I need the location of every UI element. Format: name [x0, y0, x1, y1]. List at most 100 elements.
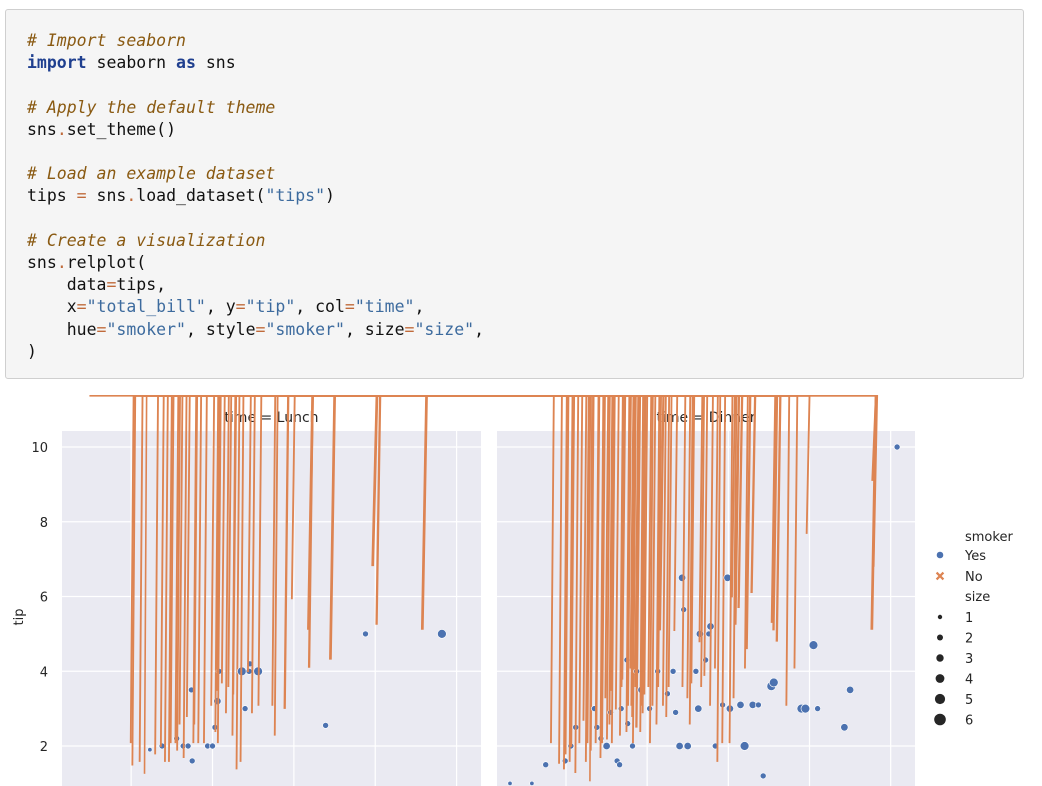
code-token: =: [76, 186, 87, 206]
code-token: load_dataset(: [136, 186, 266, 206]
code-token: , style: [185, 319, 256, 339]
points: [89, 395, 901, 786]
data-point: [814, 705, 821, 712]
code-line: import seaborn as sns: [27, 53, 236, 72]
code-token: , size: [344, 319, 405, 339]
code-token: tips: [27, 186, 77, 206]
code-token: =: [404, 319, 415, 339]
code-token: hue: [27, 319, 97, 339]
code-token: x: [27, 297, 77, 317]
code-token: data: [27, 275, 107, 295]
data-point: [322, 722, 329, 729]
data-point: [755, 701, 762, 709]
code-token: =: [106, 275, 117, 295]
code-token: =: [96, 319, 107, 339]
legend-size-label: 6: [965, 714, 973, 729]
legend-marker-no: [935, 571, 945, 581]
data-point: [213, 697, 222, 706]
data-point: [188, 757, 196, 765]
data-point: [602, 741, 611, 750]
data-point: [739, 741, 750, 751]
data-point: [529, 780, 535, 786]
data-point: [692, 667, 700, 675]
code-token: ): [27, 341, 37, 361]
data-point: [147, 747, 153, 753]
data-point: [769, 677, 779, 688]
legend-size-marker: [937, 634, 943, 641]
data-point: [759, 772, 767, 780]
code-line: hue="smoker", style="smoker", size="size…: [27, 320, 484, 339]
code-token: as: [176, 53, 196, 73]
code-token: =: [76, 297, 87, 317]
data-point: [702, 656, 709, 664]
data-point: [245, 667, 253, 675]
data-point: [695, 629, 704, 638]
code-line: sns.relplot(: [27, 253, 146, 272]
code-token: "tips": [265, 186, 326, 206]
data-point: [542, 761, 550, 769]
points: [131, 395, 447, 776]
y-tick-label: 4: [40, 665, 48, 680]
figure: time = Lunch time = Dinner tip smoker Yes…: [12, 395, 1013, 786]
code-token: =: [255, 319, 266, 339]
data-point: [683, 741, 692, 750]
legend-size-marker: [937, 614, 943, 620]
legend: smoker Yes No size 1 2 3 4 5 6: [934, 530, 1013, 729]
data-point: [209, 742, 216, 750]
y-axis-label: tip: [12, 609, 27, 626]
data-point: [725, 704, 734, 713]
legend-size-marker: [934, 693, 946, 705]
legend-title-smoker: smoker: [965, 530, 1013, 545]
code-token: .: [56, 253, 67, 273]
data-point: [672, 709, 679, 716]
data-point: [616, 761, 623, 769]
code-token: "smoker": [265, 319, 345, 339]
y-tick-label: 6: [40, 591, 48, 606]
code-line: ): [27, 342, 37, 361]
y-tick-labels: 2 4 6 8 10: [31, 441, 48, 755]
code-token: # Load an example dataset: [27, 164, 276, 184]
code-token: "time": [354, 297, 415, 317]
data-point: [678, 573, 687, 582]
code-line: data=tips,: [27, 275, 166, 294]
code-token: , y: [205, 297, 236, 317]
data-point: [629, 742, 636, 750]
data-point: [184, 742, 192, 750]
data-point: [675, 741, 684, 750]
data-point: [719, 701, 726, 709]
code-token: .: [56, 119, 67, 139]
code-line: x="total_bill", y="tip", col="time",: [27, 297, 425, 317]
code-token: ): [325, 186, 335, 206]
code-line: # Load an example dataset: [27, 164, 275, 183]
code-cell: # Import seaborn import seaborn as sns #…: [5, 9, 1024, 379]
legend-size-label: 4: [965, 673, 973, 688]
panel-title: time = Lunch: [224, 410, 318, 426]
code-token: , col: [295, 297, 345, 317]
code-token: .: [126, 186, 137, 206]
code-token: sns: [195, 53, 236, 73]
y-tick-label: 2: [40, 740, 48, 755]
data-point: [173, 735, 180, 742]
code-line: sns.set_theme(): [27, 120, 176, 139]
code-line: # Create a visualization: [27, 231, 265, 250]
legend-title-size: size: [965, 590, 990, 605]
code-token: "smoker": [106, 319, 186, 339]
code-text: # Import seaborn import seaborn as sns #…: [27, 30, 1023, 363]
panel-dinner: time = Dinner: [89, 395, 915, 786]
code-line: tips = sns.load_dataset("tips"): [27, 186, 335, 205]
legend-size-marker: [934, 713, 946, 726]
data-point: [617, 705, 625, 712]
panel-background: [62, 431, 481, 786]
legend-size-label: 2: [965, 632, 973, 647]
panel-lunch: time = Lunch: [62, 395, 481, 786]
legend-size-label: 3: [965, 652, 973, 667]
data-point: [593, 723, 601, 731]
data-point: [680, 606, 688, 613]
data-point: [507, 780, 513, 786]
code-token: "tip": [245, 297, 296, 317]
y-tick-label: 10: [31, 441, 48, 456]
code-token: seaborn: [86, 53, 177, 73]
y-tick-label: 8: [40, 516, 48, 531]
code-token: relplot(: [66, 253, 147, 273]
code-token: "size": [414, 319, 475, 339]
